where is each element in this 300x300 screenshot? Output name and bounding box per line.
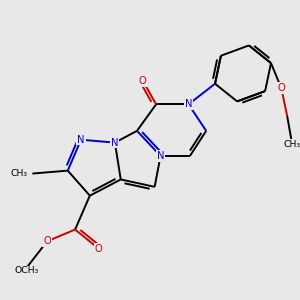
Text: N: N bbox=[185, 99, 192, 109]
Text: CH₃: CH₃ bbox=[11, 169, 28, 178]
Text: CH₃: CH₃ bbox=[283, 140, 300, 148]
Text: O: O bbox=[278, 83, 285, 93]
Text: N: N bbox=[111, 138, 118, 148]
Text: N: N bbox=[77, 135, 85, 145]
Text: O: O bbox=[95, 244, 103, 254]
Text: O: O bbox=[139, 76, 147, 86]
Text: OCH₃: OCH₃ bbox=[14, 266, 39, 275]
Text: O: O bbox=[43, 236, 51, 246]
Text: N: N bbox=[157, 151, 164, 161]
